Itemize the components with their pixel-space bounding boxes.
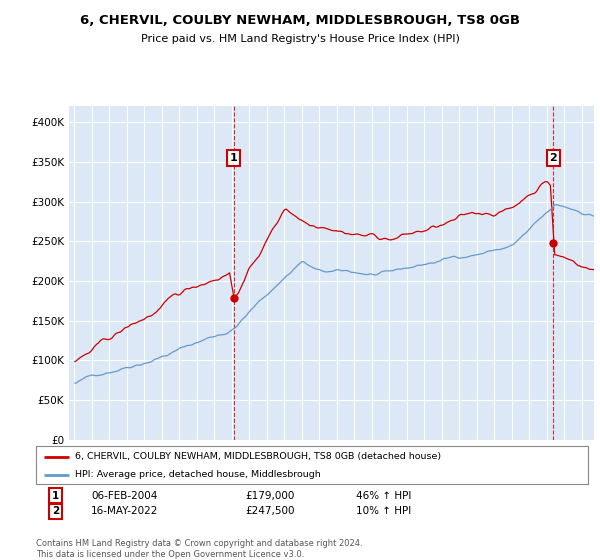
Text: Contains HM Land Registry data © Crown copyright and database right 2024.
This d: Contains HM Land Registry data © Crown c…	[36, 539, 362, 559]
Text: 1: 1	[230, 153, 238, 163]
Text: 2: 2	[52, 506, 59, 516]
Text: Price paid vs. HM Land Registry's House Price Index (HPI): Price paid vs. HM Land Registry's House …	[140, 34, 460, 44]
Text: 06-FEB-2004: 06-FEB-2004	[91, 491, 158, 501]
Text: 16-MAY-2022: 16-MAY-2022	[91, 506, 158, 516]
Text: £247,500: £247,500	[246, 506, 295, 516]
Text: £179,000: £179,000	[246, 491, 295, 501]
Text: 6, CHERVIL, COULBY NEWHAM, MIDDLESBROUGH, TS8 0GB: 6, CHERVIL, COULBY NEWHAM, MIDDLESBROUGH…	[80, 14, 520, 27]
Text: 46% ↑ HPI: 46% ↑ HPI	[356, 491, 412, 501]
Text: 1: 1	[52, 491, 59, 501]
Text: 2: 2	[550, 153, 557, 163]
Text: 6, CHERVIL, COULBY NEWHAM, MIDDLESBROUGH, TS8 0GB (detached house): 6, CHERVIL, COULBY NEWHAM, MIDDLESBROUGH…	[74, 452, 441, 461]
Text: 10% ↑ HPI: 10% ↑ HPI	[356, 506, 412, 516]
Text: HPI: Average price, detached house, Middlesbrough: HPI: Average price, detached house, Midd…	[74, 470, 320, 479]
